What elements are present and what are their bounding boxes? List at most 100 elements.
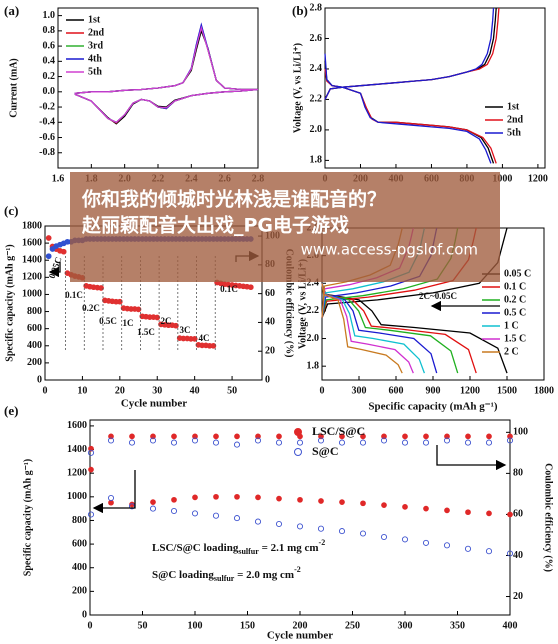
y-tick-label: 2.0 <box>310 124 323 135</box>
legend-label: 4th <box>88 53 102 64</box>
data-point <box>128 439 136 446</box>
data-point <box>507 511 513 518</box>
y-axis-label: Current (mA) <box>8 58 19 118</box>
x-axis-label: Cycle number <box>121 398 187 410</box>
banner-url: www.access-pgslof.com <box>301 241 478 259</box>
annotation-text: = 2.1 mg cm <box>259 542 319 554</box>
y-tick-label: 0.4 <box>43 56 56 67</box>
annotation-subscript: sulfur <box>214 574 235 583</box>
y2-tick-label: 80 <box>513 468 523 479</box>
data-point <box>380 533 388 541</box>
data-point <box>107 494 115 502</box>
y-tick-label: 2.2 <box>310 94 323 105</box>
data-point <box>234 433 240 440</box>
data-point <box>423 505 429 512</box>
data-point <box>170 439 178 446</box>
y2-tick-label: 60 <box>513 509 523 520</box>
x-tick-label: 200 <box>293 620 308 631</box>
x-tick-label: 350 <box>450 620 465 631</box>
y-tick-label: 600 <box>27 323 42 334</box>
legend-label: 3rd <box>88 40 103 51</box>
annotation-text: LSC/S@C loading <box>152 542 239 554</box>
y2-tick-label: 20 <box>265 346 275 357</box>
data-point <box>464 439 472 446</box>
y2-tick-label: 100 <box>513 427 528 438</box>
y-tick-label: 1000 <box>22 289 42 300</box>
x-axis-label: Cycle number <box>267 630 333 642</box>
y-tick-label: 1.8 <box>310 155 323 166</box>
y-tick-label: 200 <box>27 357 42 368</box>
y-tick-label: 400 <box>72 562 87 573</box>
y-tick-label: 1200 <box>22 272 42 283</box>
y-tick-label: -0.6 <box>39 132 55 143</box>
y-tick-label: 1000 <box>67 491 87 502</box>
annotation-superscript: -2 <box>319 538 326 547</box>
data-point <box>485 548 493 555</box>
y-tick-label: 1400 <box>67 444 87 455</box>
data-point <box>401 536 409 543</box>
banner-line: 赵丽颖配音大出戏_PG电子游戏 <box>81 214 349 237</box>
annotation: 0.1C <box>65 290 83 300</box>
y-tick-label: 0 <box>82 609 87 620</box>
plot-area <box>74 22 259 125</box>
x-tick-label: 30 <box>152 385 162 396</box>
y-tick-label: -0.2 <box>39 101 55 112</box>
x-tick-label: 250 <box>345 620 360 631</box>
legend-label: 2nd <box>507 114 524 125</box>
y-tick-label: 1800 <box>22 220 42 231</box>
legend-label: 0.1 C <box>504 281 526 292</box>
y-tick-label: 1.8 <box>307 360 320 371</box>
y-tick-label: 1200 <box>67 467 87 478</box>
data-point <box>60 248 67 255</box>
y-tick-label: 1400 <box>22 255 42 266</box>
data-point <box>255 433 261 440</box>
y2-axis-label: Coulombic efficiency (%) <box>543 463 554 572</box>
annotation: 0.2C <box>82 303 100 313</box>
x-tick-label: 20 <box>115 385 125 396</box>
data-point <box>87 511 95 518</box>
data-point <box>213 493 219 500</box>
x-tick-label: 150 <box>240 620 255 631</box>
annotation: 3C <box>180 325 191 335</box>
x-tick-label: 100 <box>188 620 203 631</box>
data-point <box>465 509 471 516</box>
y-tick-label: 2.2 <box>307 305 320 316</box>
data-point <box>234 493 240 500</box>
data-point <box>154 314 161 321</box>
data-point <box>401 439 409 446</box>
data-point <box>254 518 262 525</box>
data-point <box>506 437 514 444</box>
data-point <box>192 433 198 440</box>
data-point <box>173 322 179 329</box>
data-point <box>465 433 471 440</box>
data-point <box>87 449 95 456</box>
y-tick-label: 1600 <box>67 420 87 431</box>
panel-title: (b) <box>292 3 308 18</box>
data-point <box>210 342 217 349</box>
data-point <box>45 253 52 260</box>
x-tick-label: 1500 <box>497 385 517 396</box>
data-point <box>296 439 304 446</box>
data-point <box>381 433 387 440</box>
data-point <box>171 496 177 503</box>
data-point <box>276 433 282 440</box>
data-point <box>359 439 367 446</box>
data-point <box>338 439 346 446</box>
y-axis-label: Specific capacity (mAh g⁻¹) <box>4 244 15 361</box>
y2-tick-label: 40 <box>513 550 523 561</box>
x-tick-label: 1000 <box>492 173 512 184</box>
panel-title: (a) <box>4 3 19 18</box>
data-point <box>339 499 345 505</box>
data-point <box>275 520 283 528</box>
legend-label: 0.05 C <box>504 268 531 279</box>
data-point <box>150 499 156 505</box>
data-point <box>213 433 219 440</box>
legend-label: 5th <box>88 66 102 77</box>
data-point <box>88 445 94 452</box>
x-tick-label: 40 <box>190 385 200 396</box>
y-tick-label: -0.8 <box>39 147 55 158</box>
data-point <box>192 494 198 501</box>
data-point <box>381 502 387 508</box>
